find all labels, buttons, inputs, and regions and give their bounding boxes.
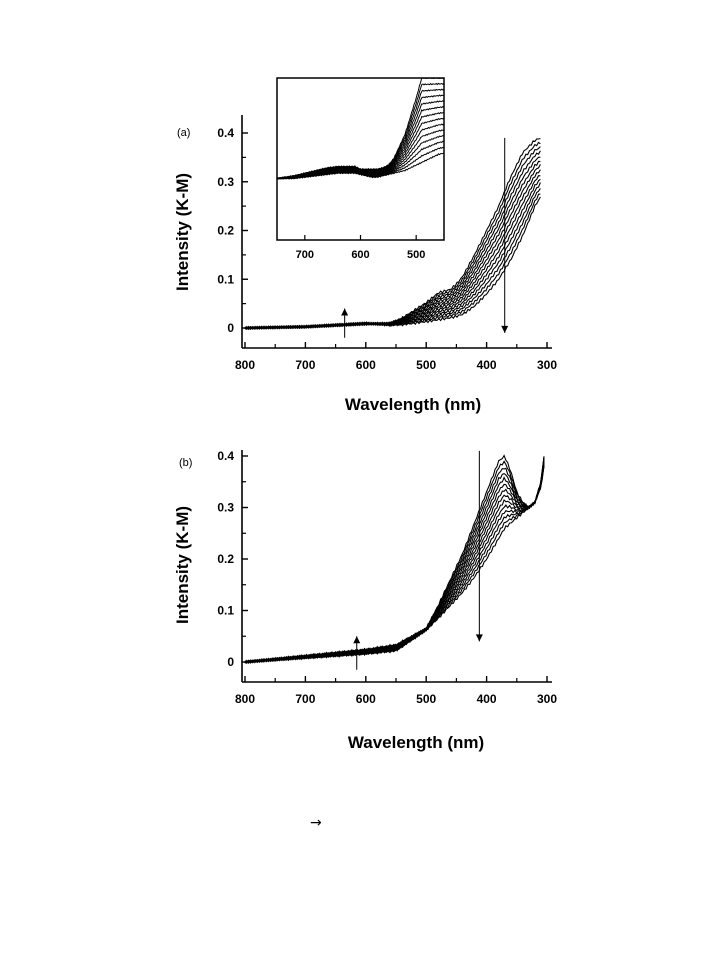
arrow-down-icon [475, 634, 483, 642]
arrow-up-icon [341, 308, 349, 316]
inset-frame [276, 77, 445, 241]
panel-b-axes: 0 0.1 0.2 0.3 0.4 800 700 600 500 400 300 [217, 449, 557, 706]
inset-series [276, 152, 445, 180]
panel-b-annotations [353, 450, 483, 670]
spectrum-series [244, 457, 545, 664]
x-tick-label: 400 [477, 358, 497, 372]
spectrum-series [244, 454, 545, 664]
spectrum-series [244, 196, 541, 330]
arrow-down-icon [501, 325, 509, 333]
y-tick-label: 0 [227, 321, 234, 335]
panel-a-curves [244, 137, 541, 331]
spectrum-series [244, 463, 545, 664]
y-tick-label: 0.4 [217, 126, 234, 140]
inset-x-tick-label: 600 [351, 249, 369, 261]
x-tick-label: 600 [356, 692, 376, 706]
inset-ticks: 700 600 500 [296, 235, 425, 261]
y-tick-label: 0.1 [217, 604, 234, 618]
panel-label-a: (a) [177, 127, 190, 139]
x-tick-label: 600 [356, 358, 376, 372]
y-tick-label: 0.2 [217, 552, 234, 566]
x-tick-label: 500 [416, 358, 436, 372]
x-tick-label: 500 [416, 692, 436, 706]
x-tick-label: 400 [477, 692, 497, 706]
panel-label-b: (b) [179, 457, 192, 469]
x-tick-label: 700 [295, 692, 315, 706]
panel-a-inset: 700 600 500 [276, 77, 445, 261]
spectrum-series [244, 456, 545, 665]
panel-a-annotations [341, 137, 509, 338]
spectrum-series [244, 458, 545, 664]
panel-b-y-axis-title: Intensity (K-M) [173, 506, 192, 624]
spectrum-series [244, 465, 545, 664]
inset-x-tick-label: 500 [407, 249, 425, 261]
panel-a-axes: 0 0.1 0.2 0.3 0.4 800 700 600 500 400 300 [217, 115, 557, 372]
panel-a-y-axis-title: Intensity (K-M) [173, 173, 192, 291]
y-tick-label: 0 [227, 655, 234, 669]
x-tick-label: 300 [537, 692, 557, 706]
inset-x-tick-label: 700 [296, 249, 314, 261]
spectrum-series [244, 463, 545, 664]
y-tick-label: 0.3 [217, 175, 234, 189]
x-tick-label: 300 [537, 358, 557, 372]
x-tick-label: 800 [235, 358, 255, 372]
panel-b-curves [244, 454, 545, 665]
y-tick-label: 0.3 [217, 501, 234, 515]
panel-a: (a) 0 0.1 0.2 0.3 0.4 800 700 600 500 400 300 Wave… [173, 77, 557, 414]
y-tick-label: 0.2 [217, 224, 234, 238]
spectrum-series [244, 459, 545, 664]
arrow-up-icon [353, 636, 361, 644]
panel-a-x-axis-title: Wavelength (nm) [345, 395, 481, 414]
spectrum-series [244, 465, 545, 664]
y-tick-label: 0.4 [217, 449, 234, 463]
panel-b: (b) 0 0.1 0.2 0.3 0.4 800 700 600 500 400 300 Wave… [173, 449, 557, 752]
panel-b-x-axis-title: Wavelength (nm) [348, 733, 484, 752]
x-tick-label: 700 [295, 358, 315, 372]
x-tick-label: 800 [235, 692, 255, 706]
inset-curves [276, 77, 445, 180]
y-tick-label: 0.1 [217, 272, 234, 286]
footer-arrow-symbol: → [310, 815, 322, 831]
